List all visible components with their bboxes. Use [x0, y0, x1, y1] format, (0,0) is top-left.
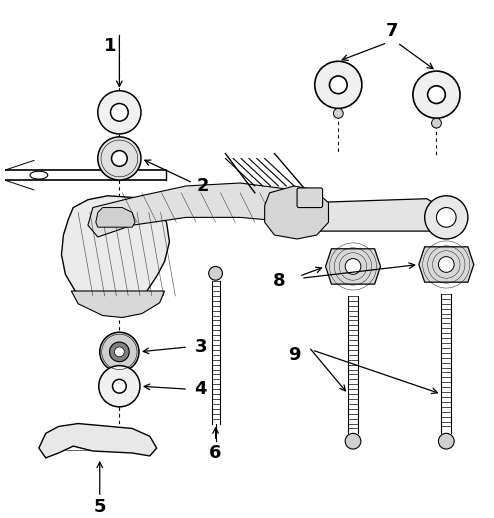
- Circle shape: [99, 366, 140, 407]
- Circle shape: [329, 76, 347, 94]
- Circle shape: [345, 258, 361, 275]
- Text: 5: 5: [93, 498, 106, 516]
- Circle shape: [432, 118, 441, 128]
- Polygon shape: [419, 247, 474, 282]
- Circle shape: [439, 434, 454, 449]
- Text: 7: 7: [386, 22, 399, 40]
- Circle shape: [345, 434, 361, 449]
- Circle shape: [428, 86, 445, 104]
- Circle shape: [115, 347, 124, 357]
- Text: 6: 6: [209, 444, 222, 462]
- Polygon shape: [96, 208, 135, 227]
- Circle shape: [112, 151, 127, 166]
- Polygon shape: [280, 199, 461, 231]
- Circle shape: [98, 137, 141, 180]
- Circle shape: [98, 91, 141, 134]
- Text: 9: 9: [288, 346, 300, 364]
- Circle shape: [315, 61, 362, 108]
- Circle shape: [111, 104, 128, 121]
- Circle shape: [113, 379, 126, 393]
- FancyBboxPatch shape: [297, 188, 323, 208]
- Polygon shape: [88, 183, 343, 237]
- Text: 4: 4: [195, 380, 207, 398]
- Circle shape: [208, 266, 222, 280]
- Circle shape: [333, 108, 343, 118]
- Polygon shape: [61, 196, 169, 304]
- Polygon shape: [326, 249, 380, 284]
- Ellipse shape: [30, 171, 48, 179]
- Text: 1: 1: [104, 37, 117, 54]
- Circle shape: [110, 342, 129, 362]
- Circle shape: [100, 332, 139, 371]
- Text: 8: 8: [273, 272, 286, 290]
- Circle shape: [439, 256, 454, 272]
- Circle shape: [437, 208, 456, 227]
- Text: 3: 3: [195, 338, 207, 356]
- Circle shape: [413, 71, 460, 118]
- Polygon shape: [71, 291, 165, 318]
- Text: 2: 2: [197, 177, 209, 195]
- Polygon shape: [39, 424, 157, 458]
- Polygon shape: [265, 186, 329, 239]
- Circle shape: [425, 196, 468, 239]
